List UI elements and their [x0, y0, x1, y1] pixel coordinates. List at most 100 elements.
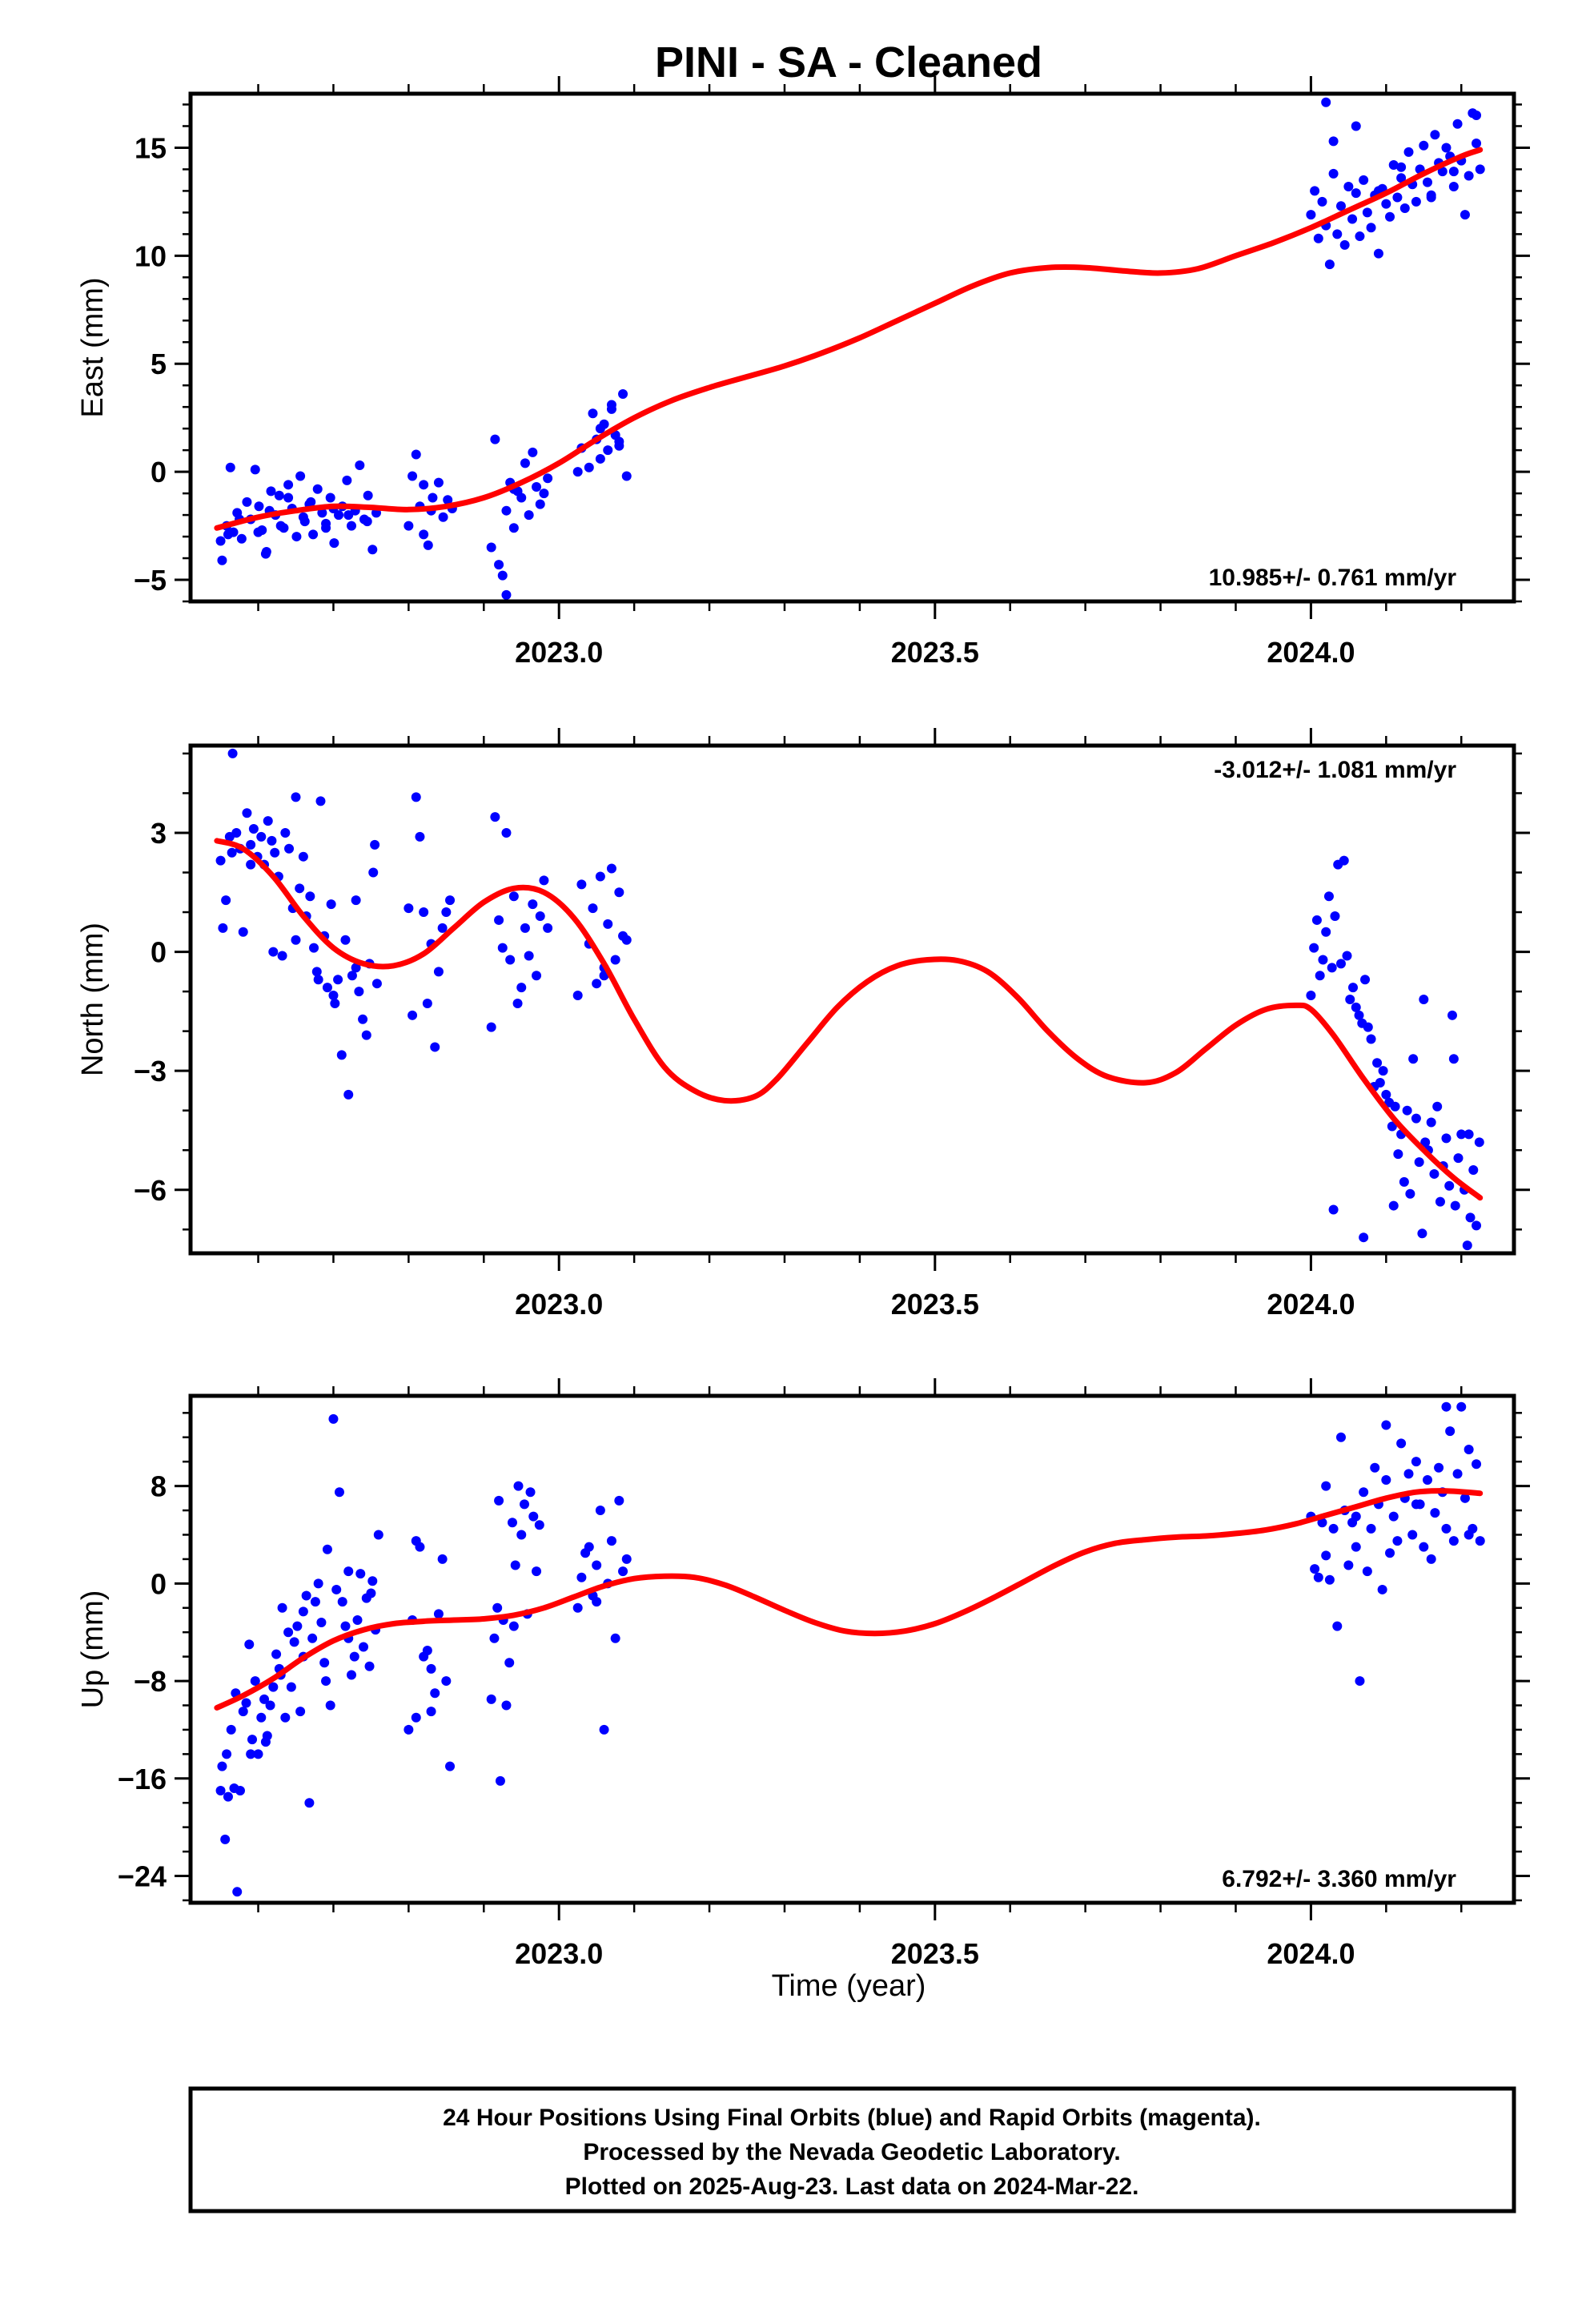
north-data-point: [614, 887, 624, 898]
east-data-point: [1339, 239, 1350, 250]
east-data-point: [225, 462, 235, 472]
east-data-point: [236, 533, 247, 544]
east-data-point: [1381, 199, 1391, 209]
north-data-point: [1450, 1200, 1460, 1211]
up-data-point: [1381, 1420, 1391, 1430]
east-x-tick-label: 2024.0: [1267, 636, 1355, 669]
north-data-point: [430, 1042, 440, 1052]
east-data-point: [1396, 162, 1407, 172]
up-data-point: [319, 1658, 330, 1668]
up-data-point: [217, 1761, 227, 1771]
north-data-point: [1462, 1240, 1472, 1251]
north-data-point: [1378, 1066, 1388, 1076]
east-data-point: [1472, 139, 1482, 149]
up-data-point: [340, 1621, 351, 1631]
east-data-point: [603, 445, 613, 456]
north-y-tick-label: −6: [134, 1174, 167, 1207]
north-data-point: [494, 915, 504, 925]
up-data-point: [298, 1606, 308, 1617]
east-data-point: [516, 493, 527, 503]
up-data-point: [268, 1682, 279, 1692]
up-data-point: [373, 1530, 383, 1540]
up-data-point: [606, 1536, 616, 1546]
up-data-point: [1422, 1474, 1432, 1485]
up-data-point: [1396, 1438, 1407, 1449]
north-data-point: [621, 935, 632, 945]
footer-box: 24 Hour Positions Using Final Orbits (bl…: [188, 2086, 1516, 2213]
east-data-point: [1306, 210, 1316, 220]
north-data-point: [1318, 955, 1328, 965]
north-data-point: [512, 998, 523, 1008]
north-data-point: [305, 891, 315, 902]
footer-frame: [188, 2086, 1516, 2213]
up-data-point: [286, 1682, 296, 1692]
up-data-point: [492, 1602, 503, 1613]
east-data-point: [291, 532, 302, 542]
east-data-point: [508, 523, 519, 533]
east-data-point: [223, 529, 233, 540]
up-data-point: [426, 1707, 436, 1717]
east-data-point: [312, 484, 323, 494]
east-data-point: [1313, 233, 1323, 243]
east-data-point: [295, 471, 306, 481]
up-data-point: [592, 1597, 602, 1607]
up-data-point: [404, 1724, 414, 1735]
north-data-point: [1315, 971, 1325, 981]
north-data-point: [1447, 1010, 1457, 1020]
up-data-point: [1430, 1508, 1440, 1518]
up-data-point: [280, 1712, 291, 1723]
east-data-point: [1472, 110, 1482, 120]
up-data-point: [1407, 1530, 1418, 1540]
north-data-point: [368, 867, 379, 878]
east-data-point: [428, 493, 438, 503]
north-fit-curve: [214, 838, 1484, 1201]
east-data-point: [1359, 175, 1369, 185]
up-data-point: [289, 1637, 299, 1647]
north-data-point: [445, 895, 456, 906]
up-data-point: [295, 1707, 306, 1717]
up-data-point: [292, 1621, 303, 1631]
north-data-point: [1351, 1002, 1361, 1012]
north-data-point: [1330, 911, 1340, 921]
north-data-point: [1387, 1121, 1397, 1132]
up-data-point: [253, 1749, 263, 1759]
up-data-point: [507, 1518, 517, 1528]
up-data-point: [426, 1663, 436, 1674]
north-data-point: [284, 843, 295, 854]
up-data-point: [592, 1560, 602, 1570]
north-data-point: [215, 855, 226, 866]
east-y-tick-label: 0: [151, 456, 167, 489]
north-data-point: [1414, 1157, 1424, 1168]
east-data-point: [342, 475, 352, 485]
north-data-point: [246, 839, 256, 850]
up-data-point: [441, 1676, 452, 1687]
north-data-point: [1456, 1129, 1467, 1140]
east-data-point: [486, 542, 496, 553]
east-data-point: [595, 424, 605, 434]
east-data-point: [1392, 192, 1403, 203]
north-data-point: [1388, 1200, 1399, 1211]
up-data-point: [1321, 1550, 1331, 1561]
north-data-point: [1432, 1101, 1443, 1112]
up-data-point: [486, 1694, 496, 1704]
east-data-point: [584, 462, 594, 472]
up-data-point: [1426, 1554, 1436, 1564]
up-data-point: [1313, 1572, 1323, 1582]
up-data-point: [359, 1642, 369, 1652]
north-data-point: [610, 955, 620, 965]
north-data-point: [330, 998, 340, 1008]
north-y-axis-label: North (mm): [76, 923, 110, 1076]
north-data-point: [1323, 891, 1334, 902]
east-data-point: [334, 510, 344, 521]
up-data-point: [313, 1578, 323, 1589]
east-data-point: [588, 408, 598, 419]
north-data-point: [422, 998, 432, 1008]
east-data-point: [1448, 167, 1459, 177]
north-data-point: [1348, 983, 1359, 993]
east-data-point: [543, 473, 553, 484]
east-data-point: [317, 508, 327, 518]
east-data-point: [1332, 229, 1343, 239]
chart-title: PINI - SA - Cleaned: [655, 38, 1042, 86]
